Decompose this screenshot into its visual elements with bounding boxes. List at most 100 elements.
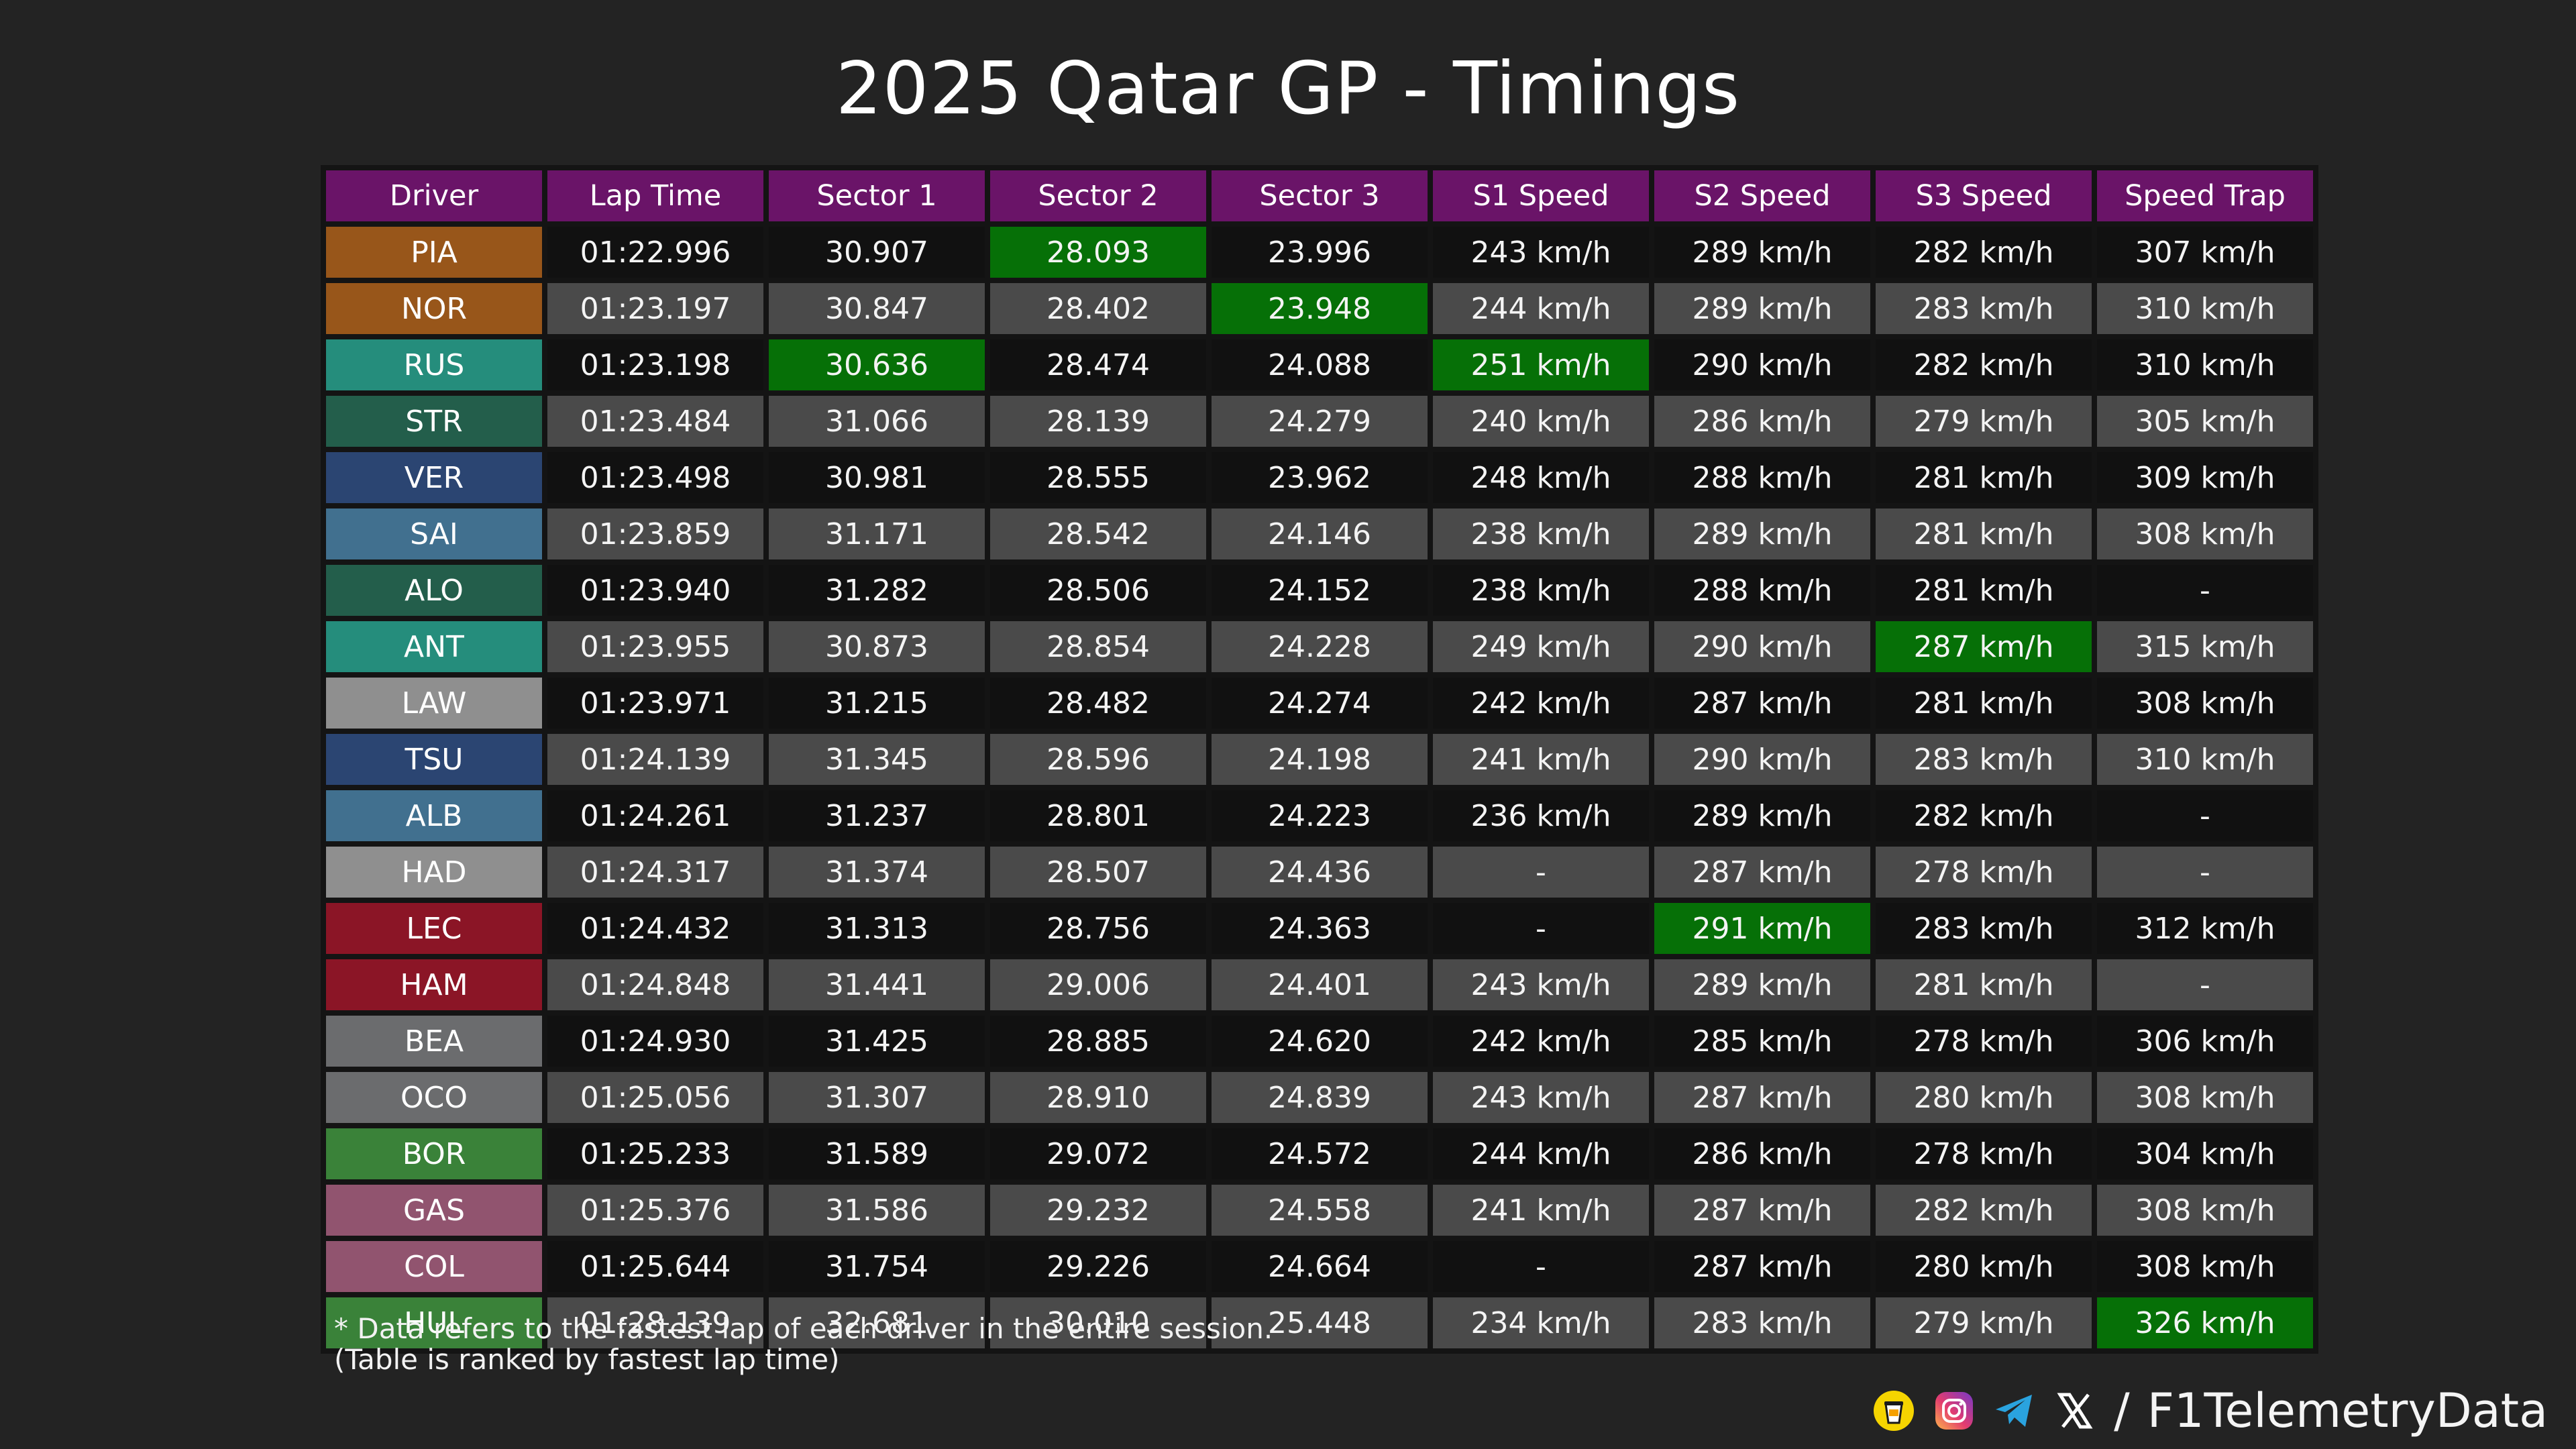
value-cell: 279 km/h bbox=[1870, 1292, 2097, 1354]
value-cell: 24.839 bbox=[1206, 1067, 1433, 1128]
value-cell: 31.425 bbox=[763, 1010, 990, 1072]
value-cell: 241 km/h bbox=[1428, 729, 1654, 790]
value-cell: 28.596 bbox=[985, 729, 1212, 790]
value-cell: 282 km/h bbox=[1870, 334, 2097, 396]
value-cell: 283 km/h bbox=[1649, 1292, 1876, 1354]
value-cell: 234 km/h bbox=[1428, 1292, 1654, 1354]
table-row: ANT 01:23.955 30.873 28.854 24.228 249 km/h 29… bbox=[321, 616, 2318, 678]
value-cell: 01:24.261 bbox=[542, 785, 769, 847]
value-cell: 289 km/h bbox=[1649, 954, 1876, 1016]
driver-cell: COL bbox=[321, 1236, 547, 1297]
value-cell: 29.232 bbox=[985, 1179, 1212, 1241]
value-cell: 01:24.317 bbox=[542, 841, 769, 903]
telegram-icon[interactable] bbox=[1993, 1389, 2036, 1432]
value-cell: 31.307 bbox=[763, 1067, 990, 1128]
value-cell: 01:23.940 bbox=[542, 559, 769, 621]
table-body: PIA 01:22.996 30.907 28.093 23.996 243 km/h 28… bbox=[321, 221, 2318, 1354]
value-cell: 249 km/h bbox=[1428, 616, 1654, 678]
instagram-icon[interactable] bbox=[1933, 1389, 1976, 1432]
driver-cell: VER bbox=[321, 447, 547, 508]
value-cell: 243 km/h bbox=[1428, 1067, 1654, 1128]
value-cell: 240 km/h bbox=[1428, 390, 1654, 452]
value-cell: 308 km/h bbox=[2092, 672, 2318, 734]
value-cell: - bbox=[2092, 559, 2318, 621]
value-cell: 283 km/h bbox=[1870, 898, 2097, 959]
value-cell: 24.664 bbox=[1206, 1236, 1433, 1297]
value-cell: 24.152 bbox=[1206, 559, 1433, 621]
value-cell: 24.274 bbox=[1206, 672, 1433, 734]
value-cell: - bbox=[2092, 841, 2318, 903]
value-cell: 281 km/h bbox=[1870, 503, 2097, 565]
best-value-cell: 30.636 bbox=[763, 334, 990, 396]
buymeacoffee-icon[interactable] bbox=[1872, 1389, 1915, 1432]
value-cell: 01:23.484 bbox=[542, 390, 769, 452]
table-header-row: Driver Lap Time Sector 1 Sector 2 Sector 3 S1… bbox=[321, 165, 2318, 227]
value-cell: 283 km/h bbox=[1870, 729, 2097, 790]
value-cell: 310 km/h bbox=[2092, 334, 2318, 396]
value-cell: 31.215 bbox=[763, 672, 990, 734]
value-cell: 29.072 bbox=[985, 1123, 1212, 1185]
table-row: BEA 01:24.930 31.425 28.885 24.620 242 km/h 28… bbox=[321, 1010, 2318, 1072]
table-row: TSU 01:24.139 31.345 28.596 24.198 241 km/h 29… bbox=[321, 729, 2318, 790]
value-cell: 289 km/h bbox=[1649, 278, 1876, 339]
value-cell: 23.996 bbox=[1206, 221, 1433, 283]
value-cell: 305 km/h bbox=[2092, 390, 2318, 452]
driver-cell: LEC bbox=[321, 898, 547, 959]
value-cell: 304 km/h bbox=[2092, 1123, 2318, 1185]
value-cell: 282 km/h bbox=[1870, 1179, 2097, 1241]
value-cell: 28.885 bbox=[985, 1010, 1212, 1072]
value-cell: 23.962 bbox=[1206, 447, 1433, 508]
driver-cell: NOR bbox=[321, 278, 547, 339]
driver-cell: ALB bbox=[321, 785, 547, 847]
value-cell: 236 km/h bbox=[1428, 785, 1654, 847]
footnote: * Data refers to the fastest lap of each… bbox=[334, 1313, 1273, 1375]
value-cell: 287 km/h bbox=[1649, 1236, 1876, 1297]
value-cell: 31.237 bbox=[763, 785, 990, 847]
best-value-cell: 291 km/h bbox=[1649, 898, 1876, 959]
best-value-cell: 23.948 bbox=[1206, 278, 1433, 339]
footnote-line-2: (Table is ranked by fastest lap time) bbox=[334, 1343, 840, 1376]
table-row: VER 01:23.498 30.981 28.555 23.962 248 km/h 28… bbox=[321, 447, 2318, 508]
value-cell: 309 km/h bbox=[2092, 447, 2318, 508]
value-cell: 310 km/h bbox=[2092, 278, 2318, 339]
value-cell: 01:24.930 bbox=[542, 1010, 769, 1072]
value-cell: 28.756 bbox=[985, 898, 1212, 959]
value-cell: 01:25.056 bbox=[542, 1067, 769, 1128]
social-handle[interactable]: F1TelemetryData bbox=[2147, 1383, 2548, 1438]
table-row: STR 01:23.484 31.066 28.139 24.279 240 km/h 28… bbox=[321, 390, 2318, 452]
value-cell: 286 km/h bbox=[1649, 1123, 1876, 1185]
value-cell: 307 km/h bbox=[2092, 221, 2318, 283]
value-cell: 287 km/h bbox=[1649, 841, 1876, 903]
value-cell: 306 km/h bbox=[2092, 1010, 2318, 1072]
column-header: Driver bbox=[321, 165, 547, 227]
value-cell: 30.010 bbox=[985, 1292, 1212, 1354]
value-cell: 28.555 bbox=[985, 447, 1212, 508]
value-cell: 280 km/h bbox=[1870, 1236, 2097, 1297]
value-cell: 280 km/h bbox=[1870, 1067, 2097, 1128]
value-cell: 01:23.197 bbox=[542, 278, 769, 339]
value-cell: 30.981 bbox=[763, 447, 990, 508]
value-cell: 288 km/h bbox=[1649, 447, 1876, 508]
value-cell: 01:24.848 bbox=[542, 954, 769, 1016]
value-cell: 01:25.376 bbox=[542, 1179, 769, 1241]
best-value-cell: 326 km/h bbox=[2092, 1292, 2318, 1354]
value-cell: 31.066 bbox=[763, 390, 990, 452]
value-cell: 315 km/h bbox=[2092, 616, 2318, 678]
value-cell: 29.006 bbox=[985, 954, 1212, 1016]
value-cell: 28.910 bbox=[985, 1067, 1212, 1128]
table-row: ALO 01:23.940 31.282 28.506 24.152 238 km/h 28… bbox=[321, 559, 2318, 621]
x-icon[interactable] bbox=[2053, 1389, 2096, 1432]
value-cell: 244 km/h bbox=[1428, 1123, 1654, 1185]
driver-cell: TSU bbox=[321, 729, 547, 790]
value-cell: 28.139 bbox=[985, 390, 1212, 452]
driver-cell: HAM bbox=[321, 954, 547, 1016]
value-cell: 28.482 bbox=[985, 672, 1212, 734]
table-row: LEC 01:24.432 31.313 28.756 24.363-291 km/h 2… bbox=[321, 898, 2318, 959]
value-cell: 282 km/h bbox=[1870, 221, 2097, 283]
driver-cell: GAS bbox=[321, 1179, 547, 1241]
value-cell: 28.801 bbox=[985, 785, 1212, 847]
value-cell: 24.401 bbox=[1206, 954, 1433, 1016]
value-cell: 01:28.139 bbox=[542, 1292, 769, 1354]
value-cell: 31.441 bbox=[763, 954, 990, 1016]
column-header: S3 Speed bbox=[1870, 165, 2097, 227]
